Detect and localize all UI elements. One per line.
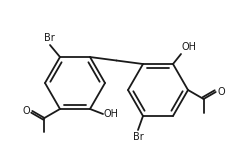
Text: Br: Br bbox=[44, 33, 54, 43]
Text: O: O bbox=[23, 106, 30, 116]
Text: Br: Br bbox=[133, 132, 143, 142]
Text: OH: OH bbox=[104, 109, 119, 119]
Text: OH: OH bbox=[182, 42, 197, 52]
Text: O: O bbox=[218, 87, 225, 97]
